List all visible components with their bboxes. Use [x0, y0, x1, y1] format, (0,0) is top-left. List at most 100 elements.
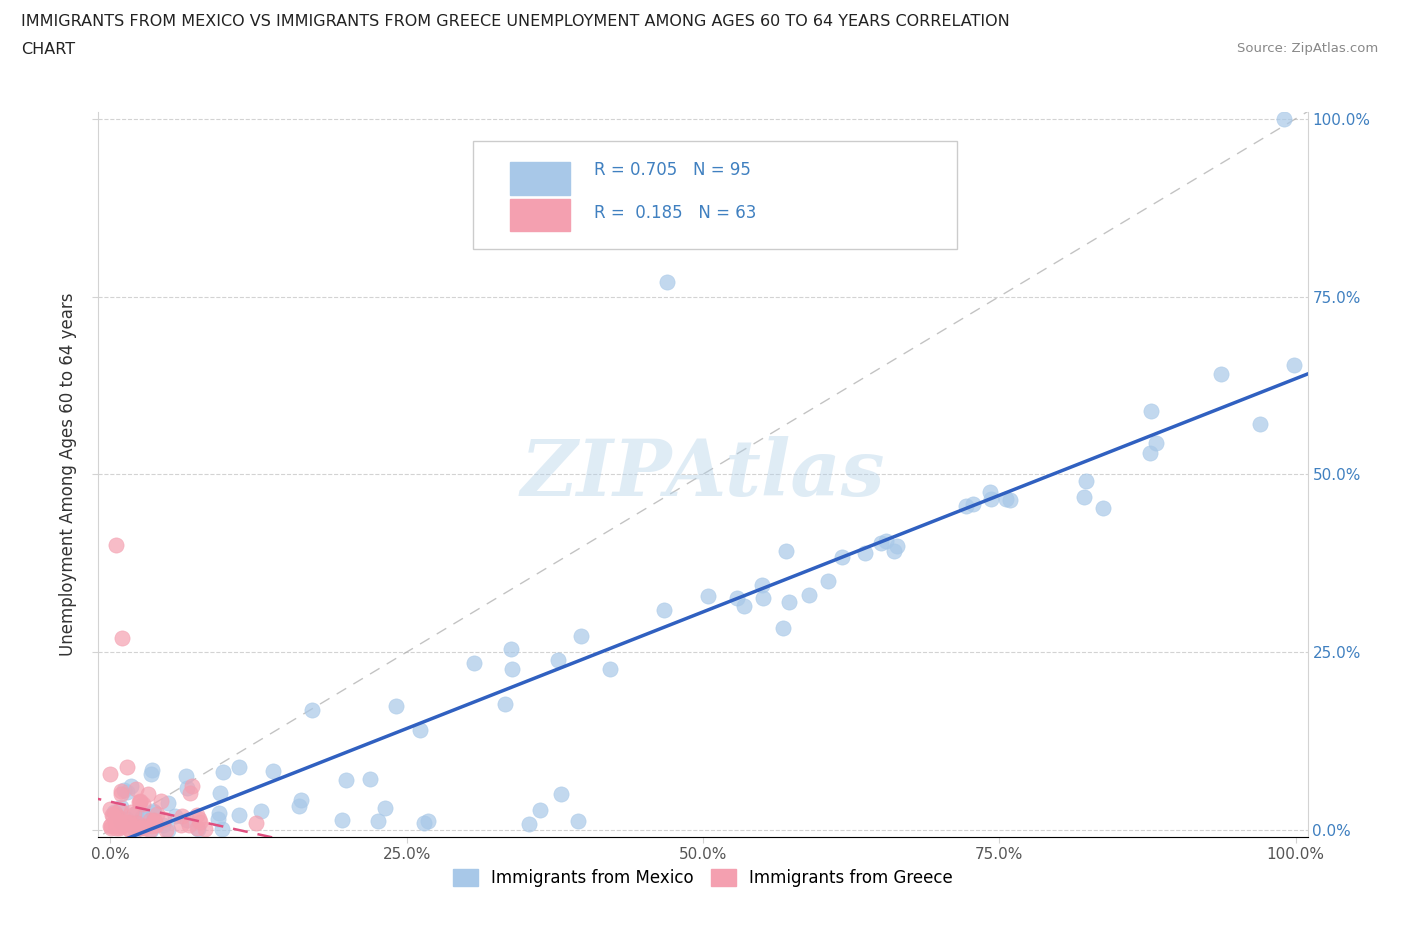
- Point: [1272, 112, 1295, 126]
- Point: [157, 795, 180, 810]
- Point: [122, 817, 145, 831]
- Point: [772, 620, 794, 635]
- Text: Source: ZipAtlas.com: Source: ZipAtlas.com: [1237, 42, 1378, 55]
- Point: [228, 807, 250, 822]
- Point: [176, 813, 198, 828]
- Point: [883, 543, 905, 558]
- Point: [1074, 474, 1097, 489]
- Point: [1073, 490, 1095, 505]
- Point: [128, 820, 150, 835]
- Point: [120, 804, 142, 819]
- Point: [463, 656, 485, 671]
- Text: ZIPAtlas: ZIPAtlas: [520, 436, 886, 512]
- FancyBboxPatch shape: [474, 140, 957, 249]
- Point: [250, 804, 273, 818]
- Point: [886, 538, 908, 553]
- Point: [187, 822, 209, 837]
- Point: [131, 810, 153, 825]
- Point: [139, 822, 162, 837]
- Point: [108, 813, 131, 828]
- Point: [141, 763, 163, 777]
- Text: R = 0.705   N = 95: R = 0.705 N = 95: [595, 161, 751, 179]
- Point: [100, 821, 122, 836]
- Point: [110, 800, 132, 815]
- Point: [129, 794, 152, 809]
- Point: [143, 804, 166, 819]
- Point: [131, 811, 153, 826]
- Y-axis label: Unemployment Among Ages 60 to 64 years: Unemployment Among Ages 60 to 64 years: [59, 293, 77, 656]
- Point: [132, 819, 155, 834]
- Point: [567, 814, 589, 829]
- Point: [142, 804, 165, 818]
- Point: [155, 822, 177, 837]
- Point: [125, 806, 148, 821]
- Point: [174, 768, 197, 783]
- Point: [529, 803, 551, 817]
- Point: [112, 814, 135, 829]
- Point: [733, 598, 755, 613]
- Point: [100, 817, 122, 832]
- Point: [875, 534, 897, 549]
- Point: [129, 821, 152, 836]
- Point: [775, 544, 797, 559]
- Point: [110, 815, 132, 830]
- Point: [179, 786, 201, 801]
- Point: [994, 492, 1017, 507]
- Text: IMMIGRANTS FROM MEXICO VS IMMIGRANTS FROM GREECE UNEMPLOYMENT AMONG AGES 60 TO 6: IMMIGRANTS FROM MEXICO VS IMMIGRANTS FRO…: [21, 14, 1010, 29]
- Point: [751, 578, 773, 592]
- Point: [979, 485, 1001, 499]
- Point: [817, 574, 839, 589]
- Point: [110, 787, 132, 802]
- Point: [143, 812, 166, 827]
- Point: [186, 807, 208, 822]
- Point: [1140, 403, 1163, 418]
- Point: [141, 819, 163, 834]
- Point: [550, 787, 572, 802]
- Point: [657, 275, 679, 290]
- Point: [797, 588, 820, 603]
- Point: [1209, 366, 1232, 381]
- Point: [212, 765, 235, 780]
- Point: [105, 538, 128, 552]
- Text: CHART: CHART: [21, 42, 75, 57]
- Point: [98, 818, 121, 833]
- Point: [870, 536, 893, 551]
- Point: [359, 772, 381, 787]
- Point: [122, 806, 145, 821]
- Point: [124, 818, 146, 833]
- Point: [134, 818, 156, 833]
- Point: [980, 491, 1002, 506]
- Point: [163, 808, 186, 823]
- Point: [186, 821, 208, 836]
- Point: [103, 809, 125, 824]
- Point: [517, 817, 540, 831]
- Point: [115, 784, 138, 799]
- Point: [129, 794, 152, 809]
- Point: [142, 813, 165, 828]
- Point: [1282, 358, 1305, 373]
- Point: [571, 628, 593, 643]
- Point: [335, 773, 357, 788]
- Point: [145, 817, 167, 832]
- Point: [188, 815, 211, 830]
- Point: [207, 812, 229, 827]
- Point: [128, 795, 150, 810]
- Point: [501, 662, 523, 677]
- Legend: Immigrants from Mexico, Immigrants from Greece: Immigrants from Mexico, Immigrants from …: [447, 862, 959, 894]
- Point: [103, 816, 125, 830]
- Point: [288, 798, 311, 813]
- Point: [501, 642, 523, 657]
- Point: [752, 591, 775, 605]
- Point: [599, 662, 621, 677]
- Point: [156, 822, 179, 837]
- Point: [142, 814, 165, 829]
- Point: [384, 698, 406, 713]
- Point: [176, 781, 198, 796]
- Point: [955, 498, 977, 513]
- Point: [262, 764, 284, 778]
- Point: [778, 594, 800, 609]
- Point: [374, 801, 396, 816]
- Point: [118, 822, 141, 837]
- Point: [110, 817, 132, 832]
- Point: [118, 815, 141, 830]
